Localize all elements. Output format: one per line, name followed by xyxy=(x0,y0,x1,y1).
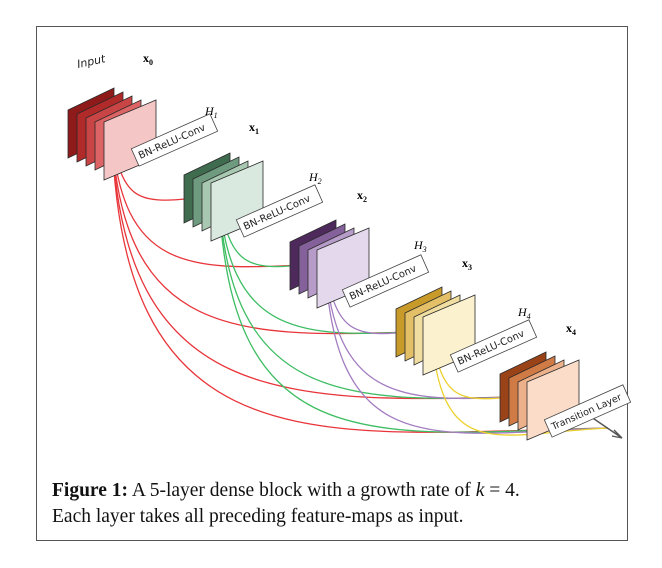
caption-k-var: k xyxy=(476,480,485,501)
figure-caption: Figure 1: A 5-layer dense block with a g… xyxy=(52,478,622,530)
feature-map-stacks xyxy=(68,88,579,440)
caption-text-b: = 4. xyxy=(489,480,520,501)
input-label: Input xyxy=(76,52,107,71)
x3-label: x3 xyxy=(462,256,472,272)
x2-label: x2 xyxy=(357,188,367,204)
x0-label: x0 xyxy=(143,51,153,67)
h2-label: H2 xyxy=(308,170,322,186)
x4-label: x4 xyxy=(566,321,576,337)
stack-x0 xyxy=(68,88,156,180)
h4-label: H4 xyxy=(517,305,531,321)
caption-label: Figure 1: xyxy=(52,480,128,501)
caption-text-a: A 5-layer dense block with a growth rate… xyxy=(132,480,471,501)
h3-label: H3 xyxy=(413,238,427,254)
x1-label: x1 xyxy=(249,120,259,136)
caption-text-c: Each layer takes all preceding feature-m… xyxy=(52,506,463,527)
